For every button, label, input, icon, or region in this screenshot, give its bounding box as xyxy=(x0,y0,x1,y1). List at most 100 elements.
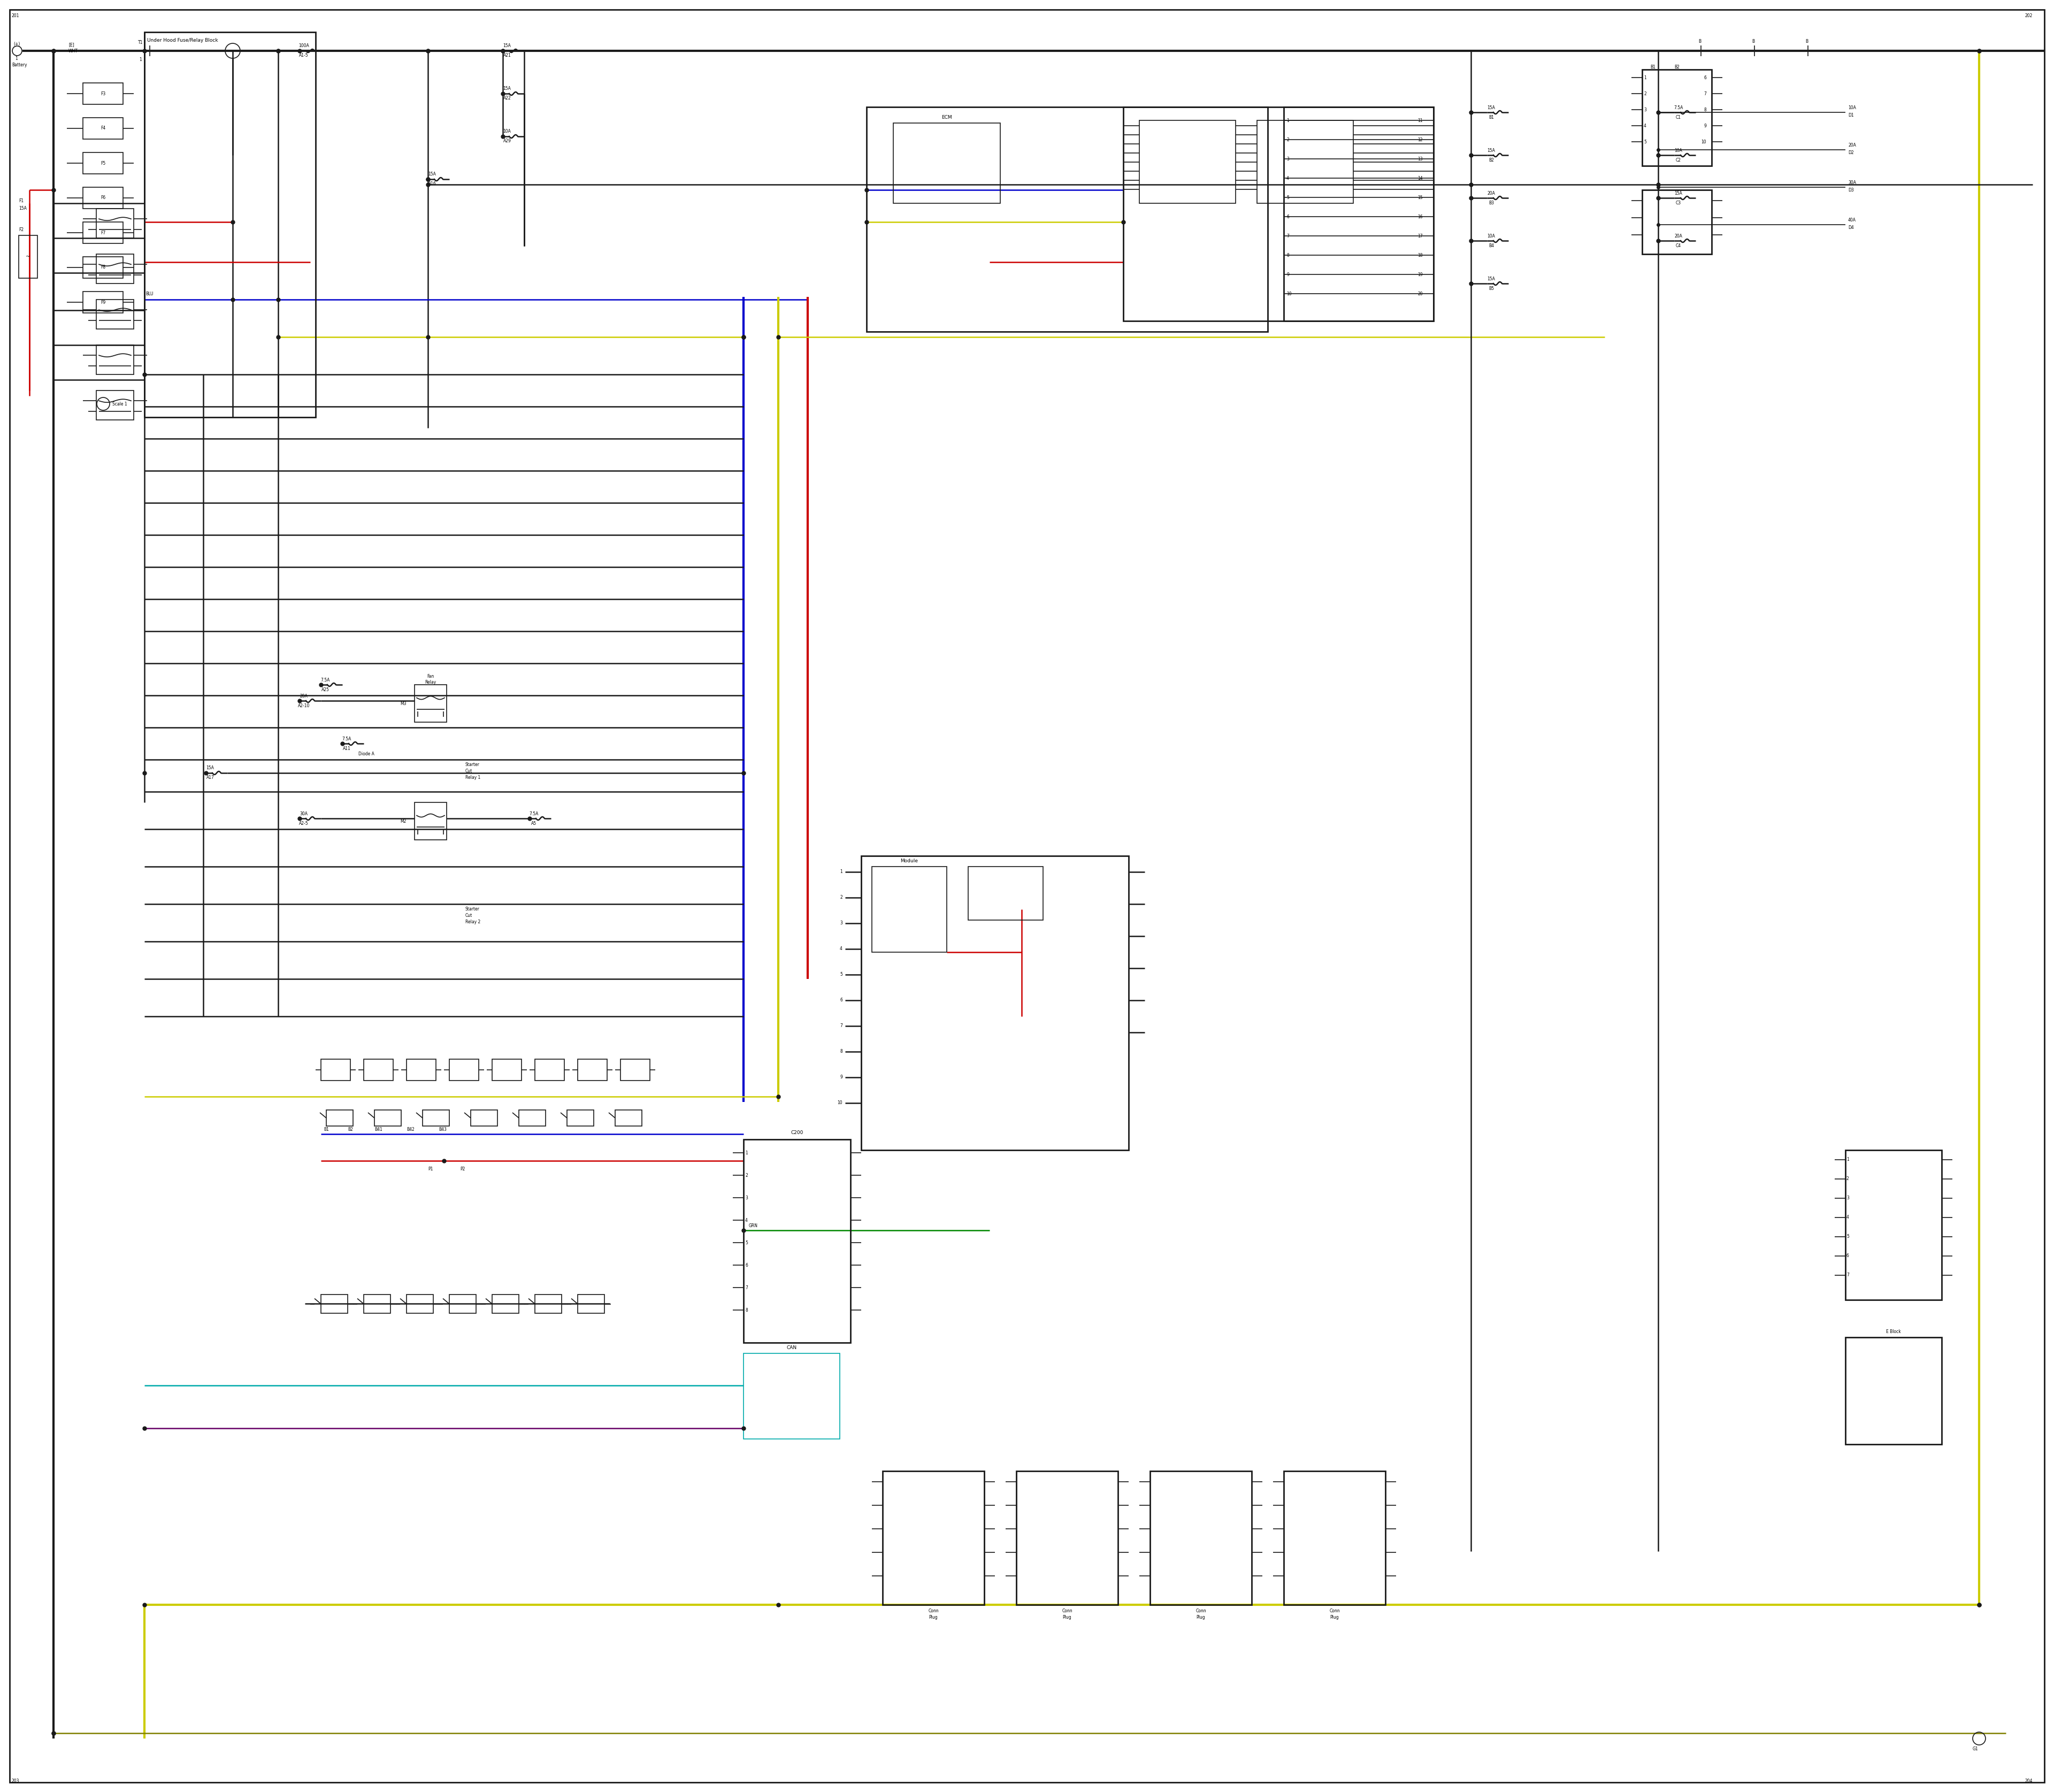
Text: 4: 4 xyxy=(1286,176,1290,181)
Text: B4: B4 xyxy=(1489,244,1493,247)
Text: Conn: Conn xyxy=(1062,1609,1072,1613)
Text: A17: A17 xyxy=(205,776,214,780)
Bar xyxy=(97,391,134,419)
Bar xyxy=(144,32,316,418)
Text: 20A: 20A xyxy=(1849,143,1857,147)
Bar xyxy=(534,1059,565,1081)
Bar xyxy=(415,685,446,722)
Bar xyxy=(450,1294,477,1314)
Text: C3: C3 xyxy=(1676,201,1682,204)
Text: 203: 203 xyxy=(12,1779,21,1783)
Text: ECM: ECM xyxy=(941,115,951,120)
Text: B2: B2 xyxy=(1674,65,1680,70)
Text: Relay 1: Relay 1 xyxy=(466,776,481,780)
Text: G1: G1 xyxy=(1972,1747,1978,1751)
Text: 6: 6 xyxy=(1847,1254,1849,1258)
Bar xyxy=(415,803,446,840)
Text: 12: 12 xyxy=(1417,138,1423,142)
Text: B: B xyxy=(1805,39,1808,43)
Text: Diode A: Diode A xyxy=(357,753,374,756)
Text: Plug: Plug xyxy=(1062,1615,1072,1620)
Bar xyxy=(97,346,134,375)
Text: A21: A21 xyxy=(503,54,511,57)
Bar xyxy=(577,1059,608,1081)
Text: 1: 1 xyxy=(14,56,18,61)
Text: GRN: GRN xyxy=(750,1224,758,1228)
Text: 202: 202 xyxy=(2025,14,2033,18)
Text: 10A: 10A xyxy=(1849,106,1857,109)
Text: F4: F4 xyxy=(101,125,105,131)
Text: 7: 7 xyxy=(746,1285,748,1290)
Bar xyxy=(534,1294,561,1314)
Text: 5: 5 xyxy=(1643,140,1647,143)
Text: 18: 18 xyxy=(1417,253,1423,258)
Text: 14: 14 xyxy=(1417,176,1423,181)
Text: 6: 6 xyxy=(1703,75,1707,81)
Text: C4: C4 xyxy=(1676,244,1682,247)
Text: 204: 204 xyxy=(2025,1779,2033,1783)
Text: 7: 7 xyxy=(1847,1272,1849,1278)
Text: C2: C2 xyxy=(1676,158,1680,163)
Bar xyxy=(1124,108,1434,321)
Bar xyxy=(320,1294,347,1314)
Text: 15A: 15A xyxy=(1487,276,1495,281)
Text: 15: 15 xyxy=(1417,195,1423,199)
Text: 20A: 20A xyxy=(1674,233,1682,238)
Bar xyxy=(97,208,134,238)
Bar xyxy=(450,1059,479,1081)
Bar xyxy=(364,1294,390,1314)
Text: F5: F5 xyxy=(101,161,105,165)
Bar xyxy=(1257,120,1354,202)
Text: Battery: Battery xyxy=(12,63,27,66)
Bar xyxy=(1150,1471,1251,1606)
Text: T1: T1 xyxy=(138,39,144,45)
Text: A22: A22 xyxy=(503,97,511,100)
Text: 7.5A: 7.5A xyxy=(530,812,538,815)
Bar xyxy=(1844,1150,1941,1299)
Text: Fan
Relay: Fan Relay xyxy=(425,674,435,685)
Text: 30A: 30A xyxy=(1849,179,1857,185)
Text: 15A: 15A xyxy=(427,172,435,177)
Text: B3: B3 xyxy=(1489,201,1493,204)
Text: 15A: 15A xyxy=(1487,106,1495,109)
Text: 3: 3 xyxy=(1643,108,1647,113)
Text: 10: 10 xyxy=(1701,140,1707,143)
Bar xyxy=(1140,120,1237,202)
Text: 8: 8 xyxy=(746,1308,748,1312)
Bar xyxy=(493,1294,520,1314)
Text: F9: F9 xyxy=(101,299,105,305)
Text: 10A: 10A xyxy=(503,129,511,134)
Text: 4: 4 xyxy=(840,946,842,952)
Text: B2: B2 xyxy=(1489,158,1493,163)
Text: F8: F8 xyxy=(101,265,105,271)
Text: Starter: Starter xyxy=(466,763,481,767)
Text: A2-5: A2-5 xyxy=(300,821,308,826)
Text: 6: 6 xyxy=(1286,215,1290,219)
Text: E Block: E Block xyxy=(1886,1330,1900,1335)
Text: 15A: 15A xyxy=(18,206,27,211)
Bar xyxy=(320,1059,351,1081)
Text: B42: B42 xyxy=(407,1127,415,1131)
Text: A29: A29 xyxy=(503,138,511,143)
Bar xyxy=(620,1059,649,1081)
Text: Starter: Starter xyxy=(466,907,481,912)
Text: 1: 1 xyxy=(746,1150,748,1156)
Text: A11: A11 xyxy=(343,745,351,751)
Text: P2: P2 xyxy=(460,1167,464,1172)
Text: Scale 1: Scale 1 xyxy=(113,401,127,407)
Text: B1: B1 xyxy=(325,1127,329,1131)
Text: [E]: [E] xyxy=(68,43,74,47)
Text: 8: 8 xyxy=(840,1050,842,1054)
Text: 9: 9 xyxy=(840,1075,842,1081)
Bar xyxy=(1641,70,1711,167)
Text: 17: 17 xyxy=(1417,233,1423,238)
Text: F7: F7 xyxy=(101,231,105,235)
Text: D2: D2 xyxy=(1849,151,1855,154)
Text: Plug: Plug xyxy=(928,1615,939,1620)
Bar xyxy=(867,108,1267,332)
Text: B: B xyxy=(1699,39,1701,43)
Text: A25: A25 xyxy=(320,686,329,692)
Text: ~: ~ xyxy=(25,254,31,260)
Bar xyxy=(97,299,134,330)
Bar xyxy=(1284,1471,1384,1606)
